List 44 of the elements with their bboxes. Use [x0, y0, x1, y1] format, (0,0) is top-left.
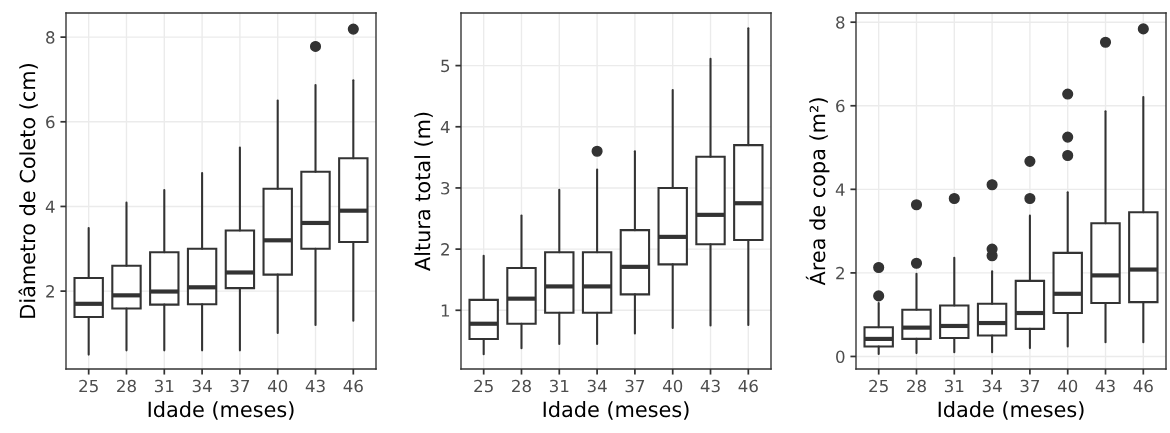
y-tick-label: 5 [441, 59, 450, 73]
y-tick-label: 8 [836, 16, 845, 29]
y-tick-label: 0 [836, 350, 845, 364]
x-tick-label: 25 [79, 379, 98, 393]
x-tick-label: 34 [587, 379, 607, 393]
y-tick-label: 4 [835, 183, 845, 196]
x-tick-label: 37 [625, 379, 645, 393]
x-tick-label: 31 [154, 379, 174, 393]
x-axis-title: Idade (meses) [543, 401, 689, 420]
y-tick-label: 4 [45, 200, 55, 213]
y-tick-label: 2 [836, 266, 844, 280]
x-tick-label: 31 [944, 379, 964, 393]
y-tick-label: 6 [836, 99, 845, 113]
x-tick-label: 28 [512, 379, 531, 393]
x-tick-label: 25 [474, 379, 493, 393]
x-tick-label: 40 [662, 379, 683, 393]
x-tick-label: 40 [1057, 379, 1078, 393]
x-tick-label: 34 [982, 379, 1002, 393]
x-tick-label: 43 [700, 379, 720, 393]
y-tick-label: 4 [440, 120, 450, 134]
x-tick-label: 40 [267, 379, 288, 393]
x-tick-label: 46 [738, 379, 758, 393]
x-tick-label: 28 [117, 379, 136, 393]
x-tick-label: 46 [343, 379, 363, 393]
y-tick-label: 8 [46, 31, 55, 44]
y-axis-title: Área de copa (m²) [805, 98, 830, 286]
y-tick-label: 1 [441, 304, 450, 317]
y-tick-label: 2 [441, 243, 449, 256]
x-tick-label: 34 [192, 379, 212, 393]
x-tick-label: 37 [230, 379, 250, 393]
y-axis-title: Altura total (m) [414, 112, 433, 271]
x-tick-label: 28 [907, 379, 926, 393]
y-axis-title: Diâmetro de Coleto (cm) [18, 64, 38, 318]
x-axis-title: Idade (meses) [148, 401, 294, 420]
x-tick-label: 43 [1095, 379, 1115, 393]
y-tick-label: 3 [441, 181, 450, 195]
x-tick-label: 37 [1020, 379, 1040, 393]
y-tick-label: 2 [46, 285, 54, 298]
x-axis-title: Idade (meses) [938, 401, 1084, 420]
x-tick-label: 31 [549, 379, 569, 393]
y-tick-label: 6 [46, 115, 55, 129]
x-tick-label: 25 [869, 379, 888, 393]
x-tick-label: 43 [305, 379, 325, 393]
x-tick-label: 46 [1133, 379, 1153, 393]
